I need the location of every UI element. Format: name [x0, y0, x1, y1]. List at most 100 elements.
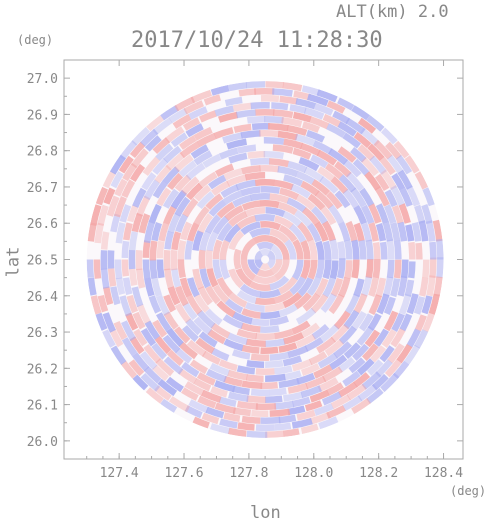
radar-cell	[300, 322, 320, 339]
radar-cell	[406, 293, 419, 315]
radar-cell	[94, 222, 104, 244]
radar-cell	[306, 129, 325, 143]
radar-cell	[196, 132, 217, 147]
radar-cell	[269, 158, 290, 168]
radar-cell	[199, 230, 212, 251]
radar-cell	[119, 140, 138, 161]
radar-cell	[338, 277, 351, 298]
radar-cell	[326, 191, 343, 210]
radar-cell	[346, 383, 367, 401]
radar-cell	[371, 373, 389, 391]
radar-cell	[300, 423, 319, 435]
radar-cell	[376, 293, 390, 315]
radar-cell	[267, 259, 276, 269]
radar-cell	[141, 172, 157, 191]
radar-cell	[337, 357, 356, 373]
radar-cell	[367, 359, 384, 376]
radar-cell	[405, 224, 415, 242]
radar-cell	[311, 179, 331, 196]
radar-cell	[326, 382, 344, 396]
radar-cell	[228, 82, 248, 92]
radar-cell	[179, 141, 201, 159]
radar-cell	[346, 171, 365, 192]
radar-cell	[308, 351, 328, 366]
radar-cell	[294, 133, 316, 147]
radar-cell	[328, 293, 345, 315]
radar-cell	[255, 424, 275, 431]
radar-cell	[274, 328, 294, 340]
altitude-label: ALT(km) 2.0	[336, 2, 449, 22]
radar-cell	[210, 386, 228, 398]
radar-cell	[163, 249, 171, 271]
radar-cell	[255, 297, 276, 306]
radar-cell	[328, 148, 348, 165]
radar-cell	[267, 250, 276, 260]
radar-cell	[185, 182, 203, 201]
radar-cell	[422, 312, 435, 333]
radar-cell	[260, 381, 278, 390]
radar-cell	[283, 138, 303, 150]
radar-cell	[246, 374, 264, 382]
radar-cell	[102, 312, 116, 333]
radar-cell	[307, 259, 318, 280]
radar-cell	[87, 222, 97, 242]
radar-cell	[223, 375, 243, 387]
radar-cell	[235, 179, 257, 191]
radar-cell	[278, 342, 298, 353]
radar-cell	[329, 238, 339, 260]
radar-cell	[162, 188, 180, 209]
radar-cell	[186, 339, 207, 357]
radar-cell	[144, 320, 160, 340]
radar-cell	[226, 174, 248, 187]
y-tick-label: 26.0	[27, 435, 58, 450]
radar-cell	[240, 322, 261, 333]
x-tick-label: 128.4	[424, 466, 463, 481]
radar-cell	[174, 303, 191, 323]
radar-cell	[149, 259, 158, 279]
radar-cell	[252, 275, 278, 284]
radar-cell	[295, 307, 317, 325]
radar-cell	[224, 223, 241, 243]
radar-cell	[375, 223, 387, 242]
radar-cell	[193, 378, 212, 392]
radar-cell	[222, 132, 243, 144]
radar-cell	[174, 196, 191, 217]
radar-cell	[359, 127, 380, 147]
radar-cell	[351, 259, 360, 279]
radar-cell	[343, 309, 360, 330]
radar-cell	[399, 293, 412, 315]
radar-cell	[269, 408, 291, 417]
radar-cell	[240, 259, 257, 281]
radar-cell	[247, 151, 266, 159]
radar-cell	[201, 412, 220, 425]
radar-cell	[192, 416, 210, 429]
radar-cell	[246, 430, 268, 438]
radar-cell	[241, 308, 261, 319]
radar-cell	[282, 210, 303, 227]
radar-cell	[282, 355, 303, 367]
radar-cell	[373, 139, 393, 160]
radar-cell	[333, 310, 351, 330]
radar-cell	[384, 189, 398, 208]
radar-cell	[256, 241, 274, 250]
radar-cell	[352, 343, 370, 361]
radar-cell	[396, 344, 413, 364]
radar-cell	[292, 239, 304, 260]
radar-cell	[250, 353, 270, 361]
radar-cell	[306, 276, 322, 296]
radar-cell	[240, 186, 261, 197]
radar-cell	[269, 351, 290, 361]
radar-cell	[322, 240, 332, 260]
radar-cell	[160, 104, 180, 121]
radar-cell	[198, 331, 218, 348]
radar-cell	[395, 154, 413, 175]
radar-cell	[185, 123, 204, 138]
radar-cell	[210, 180, 230, 196]
radar-cell	[278, 276, 298, 295]
radar-cell	[320, 206, 337, 226]
radar-cell	[228, 391, 249, 402]
radar-cell	[310, 293, 329, 314]
y-tick-label: 26.9	[27, 108, 58, 123]
radar-cell	[328, 204, 344, 225]
y-axis-unit: (deg)	[17, 33, 54, 47]
